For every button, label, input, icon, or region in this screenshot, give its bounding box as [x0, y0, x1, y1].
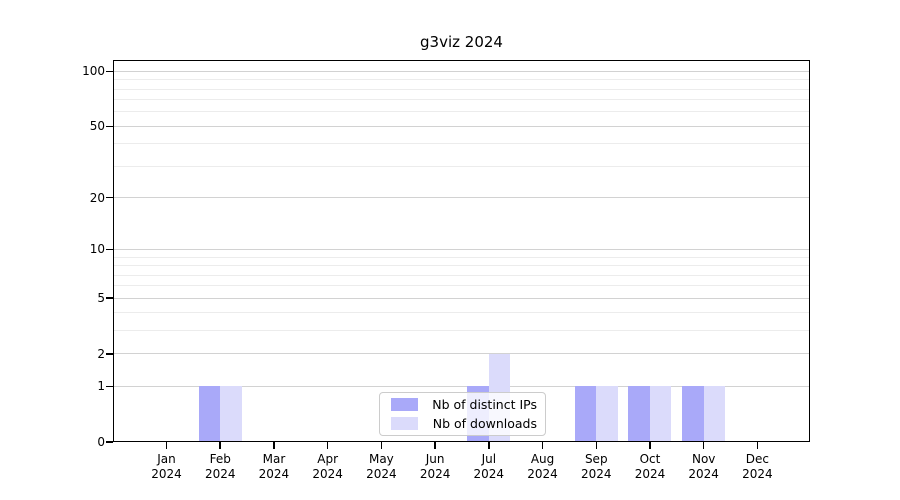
y-axis-tick — [106, 441, 113, 443]
x-axis-tick — [756, 442, 759, 449]
gridline-minor — [113, 285, 810, 287]
bar-downloads — [703, 386, 726, 442]
x-axis-tick — [702, 442, 705, 449]
gridline-major — [113, 197, 810, 199]
bar-downloads — [220, 386, 242, 442]
y-tick-label: 50 — [89, 119, 105, 134]
y-tick-label: 20 — [89, 190, 105, 205]
x-tick-label: Aug 2024 — [527, 452, 558, 481]
x-axis-tick — [488, 442, 490, 449]
y-tick-label: 10 — [89, 242, 105, 257]
x-tick-label: Jun 2024 — [419, 452, 451, 481]
bar-distinct-ips — [198, 386, 221, 442]
legend: Nb of distinct IPs Nb of downloads — [379, 392, 546, 436]
gridline-major — [113, 248, 810, 250]
legend-swatch-downloads — [391, 417, 418, 430]
x-tick-label: Mar 2024 — [258, 452, 290, 481]
y-tick-label: 1 — [97, 379, 105, 394]
y-axis-tick — [106, 353, 113, 355]
x-tick-label: Oct 2024 — [634, 452, 666, 481]
gridline-minor — [113, 79, 810, 81]
y-tick-label: 5 — [97, 291, 105, 306]
gridline-minor — [113, 256, 810, 258]
x-axis-tick — [541, 442, 544, 449]
legend-entry-downloads: Nb of downloads — [388, 416, 537, 431]
legend-entry-distinct-ips: Nb of distinct IPs — [388, 397, 537, 412]
y-axis-tick — [106, 70, 113, 73]
bar-distinct-ips — [574, 386, 597, 442]
legend-label-distinct-ips: Nb of distinct IPs — [432, 397, 537, 412]
gridline-minor — [113, 111, 810, 113]
x-axis-tick — [326, 442, 329, 449]
gridline-minor — [113, 330, 810, 332]
gridline-minor — [113, 165, 810, 167]
x-tick-label: Sep 2024 — [580, 452, 612, 481]
y-axis-tick — [106, 196, 113, 199]
plot-frame — [113, 60, 810, 442]
x-tick-label: Jan 2024 — [151, 452, 182, 481]
y-tick-label: 2 — [97, 346, 105, 361]
x-axis-tick — [380, 442, 383, 449]
gridline-major — [113, 385, 810, 387]
x-tick-label: Nov 2024 — [688, 452, 719, 481]
x-tick-label: Jul 2024 — [473, 452, 505, 481]
y-axis-tick — [106, 248, 113, 251]
gridline-major — [113, 125, 810, 127]
x-tick-label: Feb 2024 — [204, 452, 236, 481]
x-axis-tick — [649, 442, 651, 449]
y-axis-tick — [106, 297, 113, 299]
gridline-minor — [113, 88, 810, 90]
x-tick-label: May 2024 — [366, 452, 397, 481]
legend-swatch-distinct-ips — [391, 398, 418, 411]
legend-label-downloads: Nb of downloads — [432, 416, 537, 431]
gridline-minor — [113, 265, 810, 267]
x-axis-tick — [165, 442, 168, 449]
x-tick-label: Apr 2024 — [312, 452, 343, 481]
bar-distinct-ips — [628, 386, 650, 442]
bar-downloads — [649, 386, 672, 442]
y-axis-tick — [106, 385, 113, 388]
x-axis-tick — [219, 442, 221, 449]
gridline-minor — [113, 312, 810, 314]
gridline-minor — [113, 99, 810, 101]
y-tick-label: 0 — [97, 435, 105, 449]
x-axis-tick — [595, 442, 597, 449]
x-tick-label: Dec 2024 — [742, 452, 773, 481]
y-axis-tick — [106, 125, 113, 128]
gridline-minor — [113, 274, 810, 276]
y-tick-label: 100 — [82, 64, 105, 79]
bar-distinct-ips — [682, 386, 704, 442]
gridline-major — [113, 353, 810, 355]
bar-downloads — [596, 386, 618, 442]
gridline-major — [113, 70, 810, 72]
x-axis-tick — [273, 442, 275, 449]
x-axis-tick — [434, 442, 436, 449]
chart-title: g3viz 2024 — [420, 33, 503, 51]
gridline-minor — [113, 143, 810, 145]
gridline-major — [113, 297, 810, 299]
